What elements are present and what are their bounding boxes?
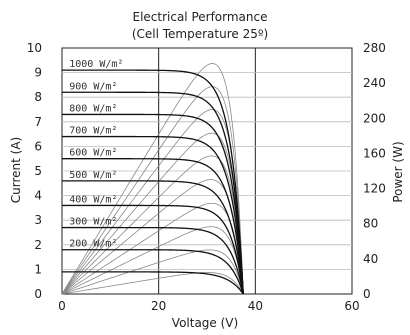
current-curve [62,271,244,295]
power-curve [61,202,244,295]
x-tick-label: 20 [151,299,166,313]
irradiance-label: 200 W/m² [69,239,117,250]
y-tick-label: 7 [34,115,42,129]
irradiance-label: 800 W/m² [69,103,117,114]
y-tick-label: 4 [34,189,42,203]
y2-tick-label: 40 [363,252,378,266]
irradiance-label: 400 W/m² [69,194,117,205]
power-curve [61,132,244,295]
y2-tick-label: 240 [363,76,386,90]
power-curve [61,179,244,295]
ticks: 0 20 40 60 0 1 2 3 4 5 6 7 8 9 10 0 40 80 120 160 200 240 280 [27,41,386,313]
current-curve [62,226,244,295]
y-tick-label: 10 [27,41,42,55]
x-axis-label: Voltage (V) [172,316,238,330]
irradiance-label: 300 W/m² [69,217,117,228]
x-tick-label: 60 [344,299,359,313]
current-curve [62,69,244,295]
chart-title: Electrical Performance [132,10,267,24]
current-curve [62,91,244,295]
irradiance-label: 1000 W/m² [69,59,123,70]
current-curve [62,158,244,295]
current-curve [62,180,244,295]
current-curve [62,135,244,295]
power-curve [61,63,244,295]
y2-axis-label: Power (W) [391,141,405,202]
y2-tick-label: 160 [363,146,386,160]
power-curve [61,226,244,295]
irradiance-label: 700 W/m² [69,126,117,137]
y-tick-label: 8 [34,90,42,104]
y-tick-label: 6 [34,139,42,153]
x-tick-label: 40 [248,299,263,313]
y2-tick-label: 80 [363,217,378,231]
current-curve [62,113,244,295]
irradiance-label: 500 W/m² [69,170,117,181]
power-curve [61,155,244,295]
y2-tick-label: 0 [363,287,371,301]
y-tick-label: 2 [34,238,42,252]
current-curves: 1000 W/m² 900 W/m² 800 W/m² 700 W/m² 600 W/m… [62,59,244,295]
power-curve [61,249,244,295]
irradiance-label: 600 W/m² [69,148,117,159]
x-tick-label: 0 [58,299,66,313]
y-tick-label: 1 [34,262,42,276]
chart-subtitle: (Cell Temperature 25º) [132,27,268,41]
y-axis-label: Current (A) [9,137,23,203]
y-tick-label: 9 [34,66,42,80]
grid [61,47,353,295]
irradiance-label: 900 W/m² [69,81,117,92]
y-tick-label: 0 [34,287,42,301]
power-curve [61,272,244,295]
y2-tick-label: 120 [363,182,386,196]
power-curve [61,109,244,295]
y-tick-label: 5 [34,164,42,178]
current-curve [62,204,244,295]
y2-tick-label: 280 [363,41,386,55]
current-curve [62,249,244,295]
y2-tick-label: 200 [363,111,386,125]
y-tick-label: 3 [34,213,42,227]
